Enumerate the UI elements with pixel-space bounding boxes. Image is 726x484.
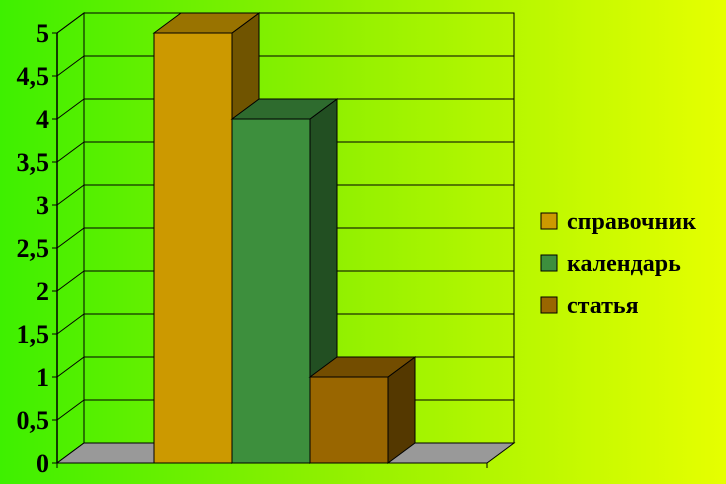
gridline-side [56, 12, 85, 34]
gridline-side [56, 98, 85, 120]
y-tick-label: 3 [36, 191, 49, 220]
gridline-side [56, 55, 85, 77]
legend-label: статья [567, 293, 639, 319]
legend: справочник календарь статья [540, 209, 696, 319]
y-tick-label: 1,5 [17, 320, 50, 349]
legend-swatch [540, 296, 558, 314]
gridline-side [56, 141, 85, 163]
y-tick-label: 0,5 [17, 406, 50, 435]
bars [152, 12, 417, 464]
bar-статья [308, 356, 417, 464]
y-tick-label: 0 [36, 449, 49, 478]
y-tick-label: 5 [36, 19, 49, 48]
gridline-side [56, 184, 85, 206]
gridline-side [56, 313, 85, 335]
y-tick-label: 4 [36, 105, 49, 134]
y-tick-label: 1 [36, 363, 49, 392]
bar-front [153, 32, 233, 464]
legend-swatch [540, 212, 558, 230]
legend-label: справочник [567, 209, 696, 235]
legend-swatch [540, 254, 558, 272]
y-tick-label: 3,5 [17, 148, 50, 177]
gridline-side [56, 356, 85, 378]
y-tick-label: 2 [36, 277, 49, 306]
y-axis-tick-labels: 0 0,5 1 1,5 2 2,5 3 3,5 4 4,5 5 [17, 19, 50, 478]
legend-label: календарь [567, 251, 681, 277]
gridline-side [56, 399, 85, 421]
y-tick-label: 2,5 [17, 234, 50, 263]
gridline-side [56, 227, 85, 249]
bar-front [231, 118, 311, 464]
y-tick-label: 4,5 [17, 62, 50, 91]
gridline-side [56, 270, 85, 292]
bar-front [309, 376, 389, 464]
